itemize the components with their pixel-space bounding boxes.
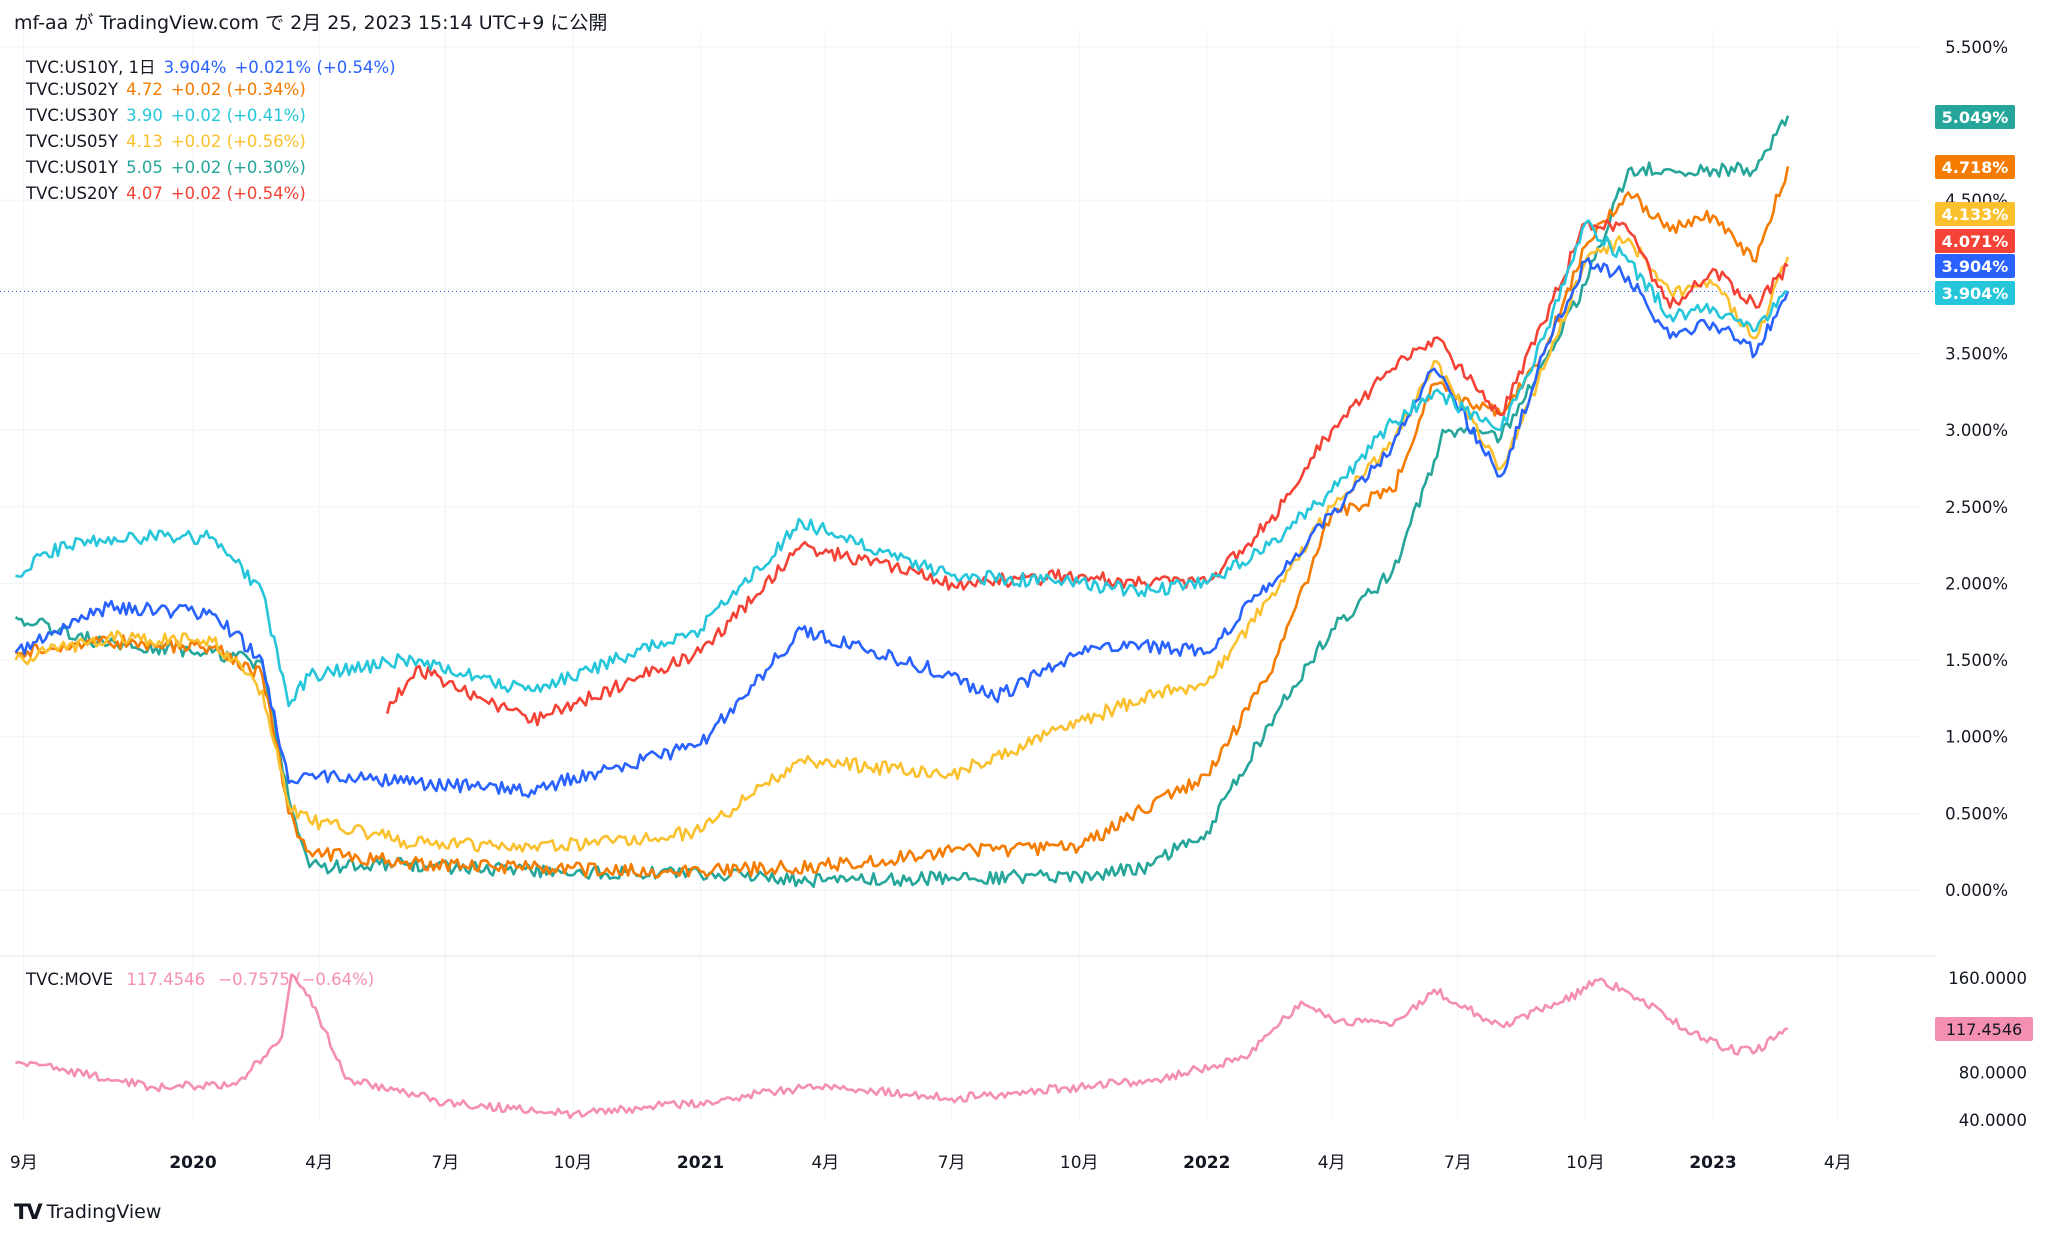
legend-value: 3.90 — [126, 106, 163, 125]
legend-move: TVC:MOVE 117.4546 −0.7575 (−0.64%) — [26, 970, 382, 989]
last-value-badge-text: 3.904% — [1942, 257, 2009, 276]
publish-header: mf-aa が TradingView.com で 2月 25, 2023 15… — [14, 12, 608, 34]
legend-move-change: −0.7575 (−0.64%) — [218, 970, 375, 989]
legend-row[interactable]: TVC:US30Y 3.90 +0.02 (+0.41%) — [26, 106, 314, 125]
time-axis-label: 2023 — [1689, 1153, 1736, 1173]
legend-row[interactable]: TVC:US02Y 4.72 +0.02 (+0.34%) — [26, 80, 314, 99]
yield-series — [14, 115, 1790, 888]
legend-value: 5.05 — [126, 158, 163, 177]
last-value-badge-text: 4.133% — [1942, 205, 2009, 224]
price-axis[interactable]: 5.500%4.500%3.500%3.000%2.500%2.000%1.50… — [1945, 38, 2008, 900]
price-axis-label: 2.500% — [1945, 498, 2008, 517]
legend-symbol[interactable]: TVC:US01Y — [26, 158, 119, 177]
last-value-badge-text: 4.071% — [1942, 232, 2009, 251]
footer-branding[interactable]: TV TradingView — [14, 1200, 161, 1224]
grid-lines — [0, 30, 1920, 1120]
last-value-badge-text: 3.904% — [1942, 284, 2009, 303]
legend-move-value: 117.4546 — [126, 970, 206, 989]
time-axis-label: 2022 — [1183, 1153, 1230, 1173]
time-axis[interactable]: 9月 2020 4月 7月 10月 2021 4月 7月 10月 2022 4月 7月 10月 2023 4… — [10, 1153, 1852, 1173]
legend-value: 4.72 — [126, 80, 163, 99]
move-series — [14, 973, 1789, 1120]
series-line-move — [14, 973, 1789, 1120]
legend-move-symbol[interactable]: TVC:MOVE — [26, 970, 114, 989]
series-line-us10y — [14, 257, 1790, 799]
time-axis-label: 4月 — [811, 1153, 839, 1173]
legend-symbol[interactable]: TVC:US20Y — [26, 184, 119, 203]
time-axis-label: 4月 — [1318, 1153, 1346, 1173]
legend-change: +0.02 (+0.54%) — [170, 184, 306, 203]
footer-logo-text: TradingView — [46, 1201, 162, 1223]
legend-row[interactable]: TVC:US05Y 4.13 +0.02 (+0.56%) — [26, 132, 314, 151]
legend-symbol[interactable]: TVC:US10Y, 1日 — [26, 58, 156, 77]
time-axis-label: 4月 — [305, 1153, 333, 1173]
time-axis-label: 7月 — [431, 1153, 459, 1173]
series-line-us30y — [15, 219, 1789, 708]
time-axis-label: 10月 — [554, 1153, 593, 1173]
last-value-badge — [1935, 254, 2015, 278]
series-line-us05y — [14, 235, 1790, 853]
last-value-badges: 5.049% 4.718% 4.133% 4.071% 3.904% 3.904% 117.… — [1935, 105, 2033, 1041]
last-value-badge — [1935, 281, 2015, 305]
move-axis-label: 80.0000 — [1959, 1064, 2027, 1083]
legend-row[interactable]: TVC:US20Y 4.07 +0.02 (+0.54%) — [26, 184, 314, 203]
last-value-badge — [1935, 202, 2015, 226]
legend-change: +0.02 (+0.34%) — [170, 80, 306, 99]
legend-value: 4.13 — [126, 132, 163, 151]
price-axis-label: 0.500% — [1945, 804, 2008, 823]
price-axis-label: 2.000% — [1945, 574, 2008, 593]
legend-value: 4.07 — [126, 184, 163, 203]
legend-change: +0.02 (+0.41%) — [170, 106, 306, 125]
legend-symbol[interactable]: TVC:US02Y — [26, 80, 119, 99]
legend-change: +0.02 (+0.30%) — [170, 158, 306, 177]
legend-symbol[interactable]: TVC:US30Y — [26, 106, 119, 125]
time-axis-label: 10月 — [1060, 1153, 1099, 1173]
price-axis-label: 0.000% — [1945, 881, 2008, 900]
time-axis-label: 9月 — [10, 1153, 38, 1173]
price-axis-label: 1.000% — [1945, 728, 2008, 747]
price-axis-label: 3.500% — [1945, 344, 2008, 363]
last-value-badge-text: 4.718% — [1942, 158, 2009, 177]
legend-row[interactable]: TVC:US01Y 5.05 +0.02 (+0.30%) — [26, 158, 314, 177]
move-axis[interactable]: 160.0000 80.0000 40.0000 — [1948, 969, 2027, 1130]
last-value-badge — [1935, 229, 2015, 253]
legend-symbol[interactable]: TVC:US05Y — [26, 132, 119, 151]
move-last-value-badge — [1935, 1017, 2033, 1041]
price-axis-label: 3.000% — [1945, 421, 2008, 440]
legend-change: +0.021% (+0.54%) — [234, 58, 396, 77]
series-line-us01y — [14, 115, 1790, 888]
last-value-badge — [1935, 155, 2015, 179]
legend-value: 3.904% — [163, 58, 227, 77]
time-axis-label: 2020 — [169, 1153, 216, 1173]
chart-area[interactable]: 5.500%4.500%3.500%3.000%2.500%2.000%1.50… — [0, 30, 2057, 1190]
tradingview-logo-icon: TV — [14, 1200, 43, 1224]
series-line-us20y — [385, 219, 1789, 727]
last-value-badge-text: 5.049% — [1942, 108, 2009, 127]
time-axis-label: 10月 — [1566, 1153, 1605, 1173]
time-axis-label: 2021 — [677, 1153, 724, 1173]
move-axis-label: 160.0000 — [1948, 969, 2027, 988]
time-axis-label: 7月 — [1444, 1153, 1472, 1173]
move-last-value-badge-text: 117.4546 — [1946, 1020, 2022, 1039]
legend-row[interactable]: TVC:US10Y, 1日 3.904% +0.021% (+0.54%) — [26, 54, 404, 78]
move-axis-label: 40.0000 — [1959, 1111, 2027, 1130]
legend-change: +0.02 (+0.56%) — [170, 132, 306, 151]
time-axis-label: 4月 — [1824, 1153, 1852, 1173]
last-value-badge — [1935, 105, 2015, 129]
time-axis-label: 7月 — [938, 1153, 966, 1173]
price-axis-label: 5.500% — [1945, 38, 2008, 57]
price-axis-label: 1.500% — [1945, 651, 2008, 670]
